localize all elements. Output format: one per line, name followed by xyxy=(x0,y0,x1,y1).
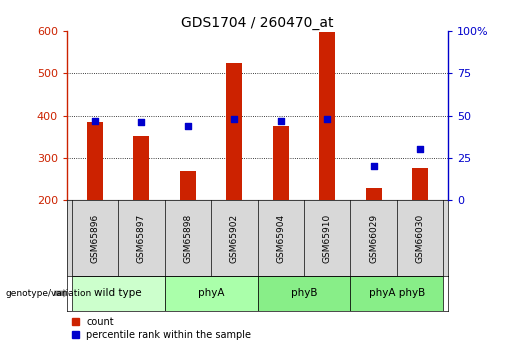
Point xyxy=(370,164,378,169)
Bar xyxy=(319,32,335,200)
Text: GSM65904: GSM65904 xyxy=(276,214,285,263)
Text: GSM66029: GSM66029 xyxy=(369,214,378,263)
Bar xyxy=(272,126,289,200)
Point xyxy=(91,118,99,124)
Bar xyxy=(258,276,350,310)
Point xyxy=(416,147,424,152)
Bar xyxy=(165,276,258,310)
Point xyxy=(323,116,331,122)
Point xyxy=(184,123,192,128)
Point xyxy=(277,118,285,124)
Text: phyA: phyA xyxy=(198,288,224,298)
Text: wild type: wild type xyxy=(94,288,142,298)
Bar xyxy=(350,276,443,310)
Bar xyxy=(226,63,243,200)
Text: genotype/variation: genotype/variation xyxy=(5,289,91,298)
Text: GSM65910: GSM65910 xyxy=(323,214,332,263)
Bar xyxy=(87,122,103,200)
Text: GSM65896: GSM65896 xyxy=(90,214,99,263)
Bar xyxy=(412,168,428,200)
Text: phyB: phyB xyxy=(291,288,317,298)
Bar xyxy=(133,136,149,200)
Text: GSM66030: GSM66030 xyxy=(416,214,425,263)
Legend: count, percentile rank within the sample: count, percentile rank within the sample xyxy=(72,317,251,340)
Text: GSM65902: GSM65902 xyxy=(230,214,239,263)
Text: GSM65897: GSM65897 xyxy=(137,214,146,263)
Bar xyxy=(180,170,196,200)
Text: GSM65898: GSM65898 xyxy=(183,214,192,263)
Bar xyxy=(366,188,382,200)
Text: phyA phyB: phyA phyB xyxy=(369,288,425,298)
Point xyxy=(137,120,145,125)
Bar xyxy=(72,276,165,310)
Point xyxy=(230,116,238,122)
Title: GDS1704 / 260470_at: GDS1704 / 260470_at xyxy=(181,16,334,30)
